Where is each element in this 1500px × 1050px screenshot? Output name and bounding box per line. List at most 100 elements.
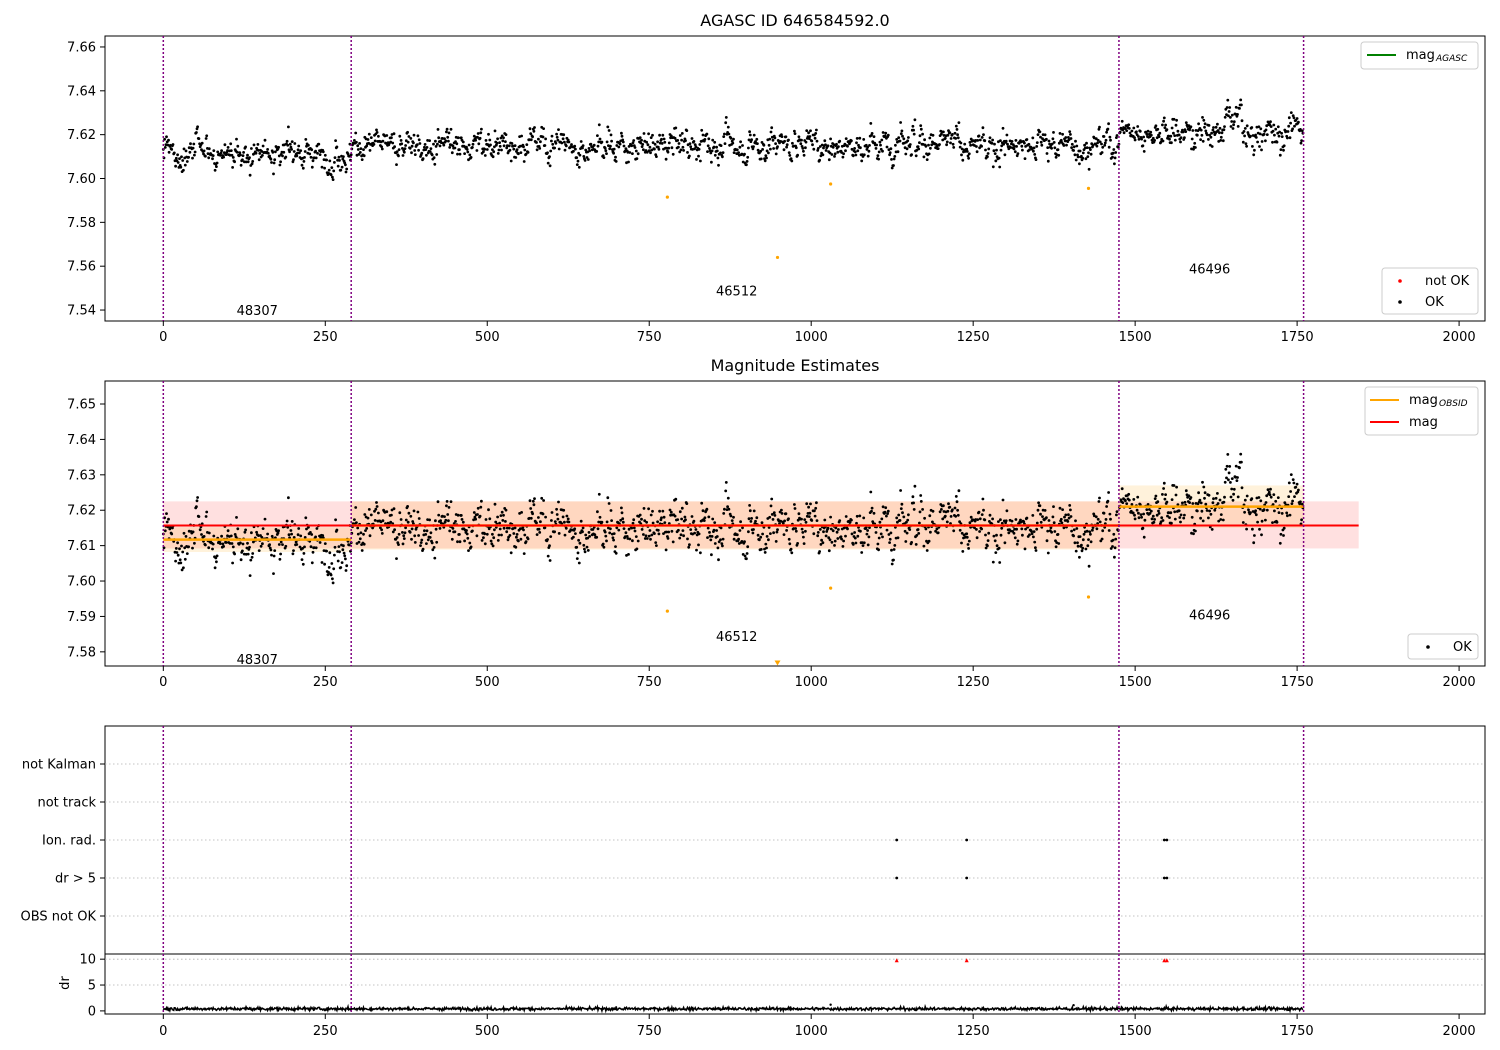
data-point — [802, 153, 806, 157]
data-point — [309, 545, 313, 549]
data-point — [581, 526, 585, 530]
data-point — [480, 127, 483, 131]
data-point — [978, 138, 982, 142]
data-point — [941, 517, 945, 521]
data-point — [657, 147, 661, 151]
data-point — [1074, 519, 1077, 523]
data-point — [316, 151, 319, 155]
data-point — [575, 163, 579, 167]
y-tick-label: 7.58 — [67, 216, 96, 231]
data-point — [428, 150, 432, 153]
data-point — [1232, 120, 1236, 124]
data-point — [293, 142, 297, 145]
data-point — [986, 152, 990, 155]
data-point — [995, 544, 999, 548]
data-point — [1229, 125, 1233, 128]
data-point — [625, 535, 629, 538]
y-axis-label-dr: dr — [58, 976, 73, 990]
data-point — [487, 527, 491, 531]
data-point — [414, 527, 418, 531]
data-point — [273, 158, 277, 162]
data-point — [311, 159, 315, 163]
data-point — [269, 548, 273, 552]
data-point — [801, 531, 805, 534]
data-point — [1167, 134, 1171, 138]
data-point — [432, 156, 436, 160]
data-point — [1272, 123, 1276, 127]
data-point — [853, 536, 857, 540]
data-point — [636, 152, 640, 156]
data-point — [300, 163, 304, 167]
data-point — [508, 148, 512, 152]
y-tick-label: 0 — [88, 1004, 96, 1019]
data-point — [404, 144, 407, 147]
data-point — [770, 513, 774, 516]
data-point — [705, 132, 709, 136]
data-point — [940, 132, 943, 136]
data-point — [881, 505, 885, 509]
data-point — [1016, 539, 1020, 543]
data-point — [911, 495, 915, 499]
data-point — [442, 143, 446, 147]
data-point — [579, 140, 583, 143]
data-point — [983, 139, 987, 143]
data-point — [1034, 549, 1038, 552]
data-point — [608, 531, 612, 535]
data-point — [910, 541, 913, 544]
x-tick-label: 0 — [159, 1024, 167, 1039]
data-point — [463, 152, 466, 156]
data-point — [222, 155, 226, 159]
data-point — [965, 532, 969, 536]
data-point — [393, 145, 396, 149]
data-point — [212, 149, 216, 153]
x-tick-label: 0 — [159, 675, 167, 690]
data-point — [905, 520, 908, 524]
data-point — [1107, 529, 1111, 532]
data-point — [309, 155, 313, 159]
data-point — [1161, 139, 1165, 143]
data-point — [887, 533, 891, 536]
data-point — [811, 143, 814, 147]
data-point — [1277, 134, 1281, 138]
data-point — [514, 545, 518, 549]
data-point — [958, 528, 962, 532]
data-point — [445, 127, 449, 131]
data-point — [870, 509, 873, 513]
data-point — [509, 159, 513, 163]
data-point — [921, 508, 924, 511]
data-point — [1028, 533, 1031, 537]
data-point — [1072, 528, 1076, 532]
data-point — [630, 144, 634, 148]
data-point — [872, 135, 876, 139]
data-point — [968, 521, 972, 525]
data-point — [303, 156, 306, 159]
data-point — [512, 147, 516, 151]
data-point — [478, 136, 482, 140]
data-point — [695, 158, 698, 161]
x-tick-label: 750 — [637, 330, 662, 345]
data-point — [720, 542, 724, 545]
data-point — [1235, 479, 1239, 482]
data-point — [1249, 134, 1252, 138]
data-point — [496, 515, 499, 519]
data-point — [183, 557, 187, 561]
data-point — [404, 518, 408, 522]
data-point — [1254, 133, 1257, 137]
x-tick-label: 750 — [637, 1024, 662, 1039]
data-point — [578, 541, 582, 545]
data-point — [866, 543, 870, 547]
data-point — [379, 526, 382, 530]
data-point — [804, 146, 807, 150]
data-point — [836, 150, 840, 154]
data-point — [649, 537, 652, 541]
data-point — [193, 541, 196, 545]
data-point — [726, 496, 730, 500]
data-point — [667, 146, 671, 150]
data-point — [1228, 106, 1232, 109]
data-point — [434, 139, 437, 143]
data-point — [239, 163, 243, 167]
data-point — [1161, 493, 1164, 496]
data-point — [367, 508, 371, 511]
data-point — [702, 519, 706, 522]
